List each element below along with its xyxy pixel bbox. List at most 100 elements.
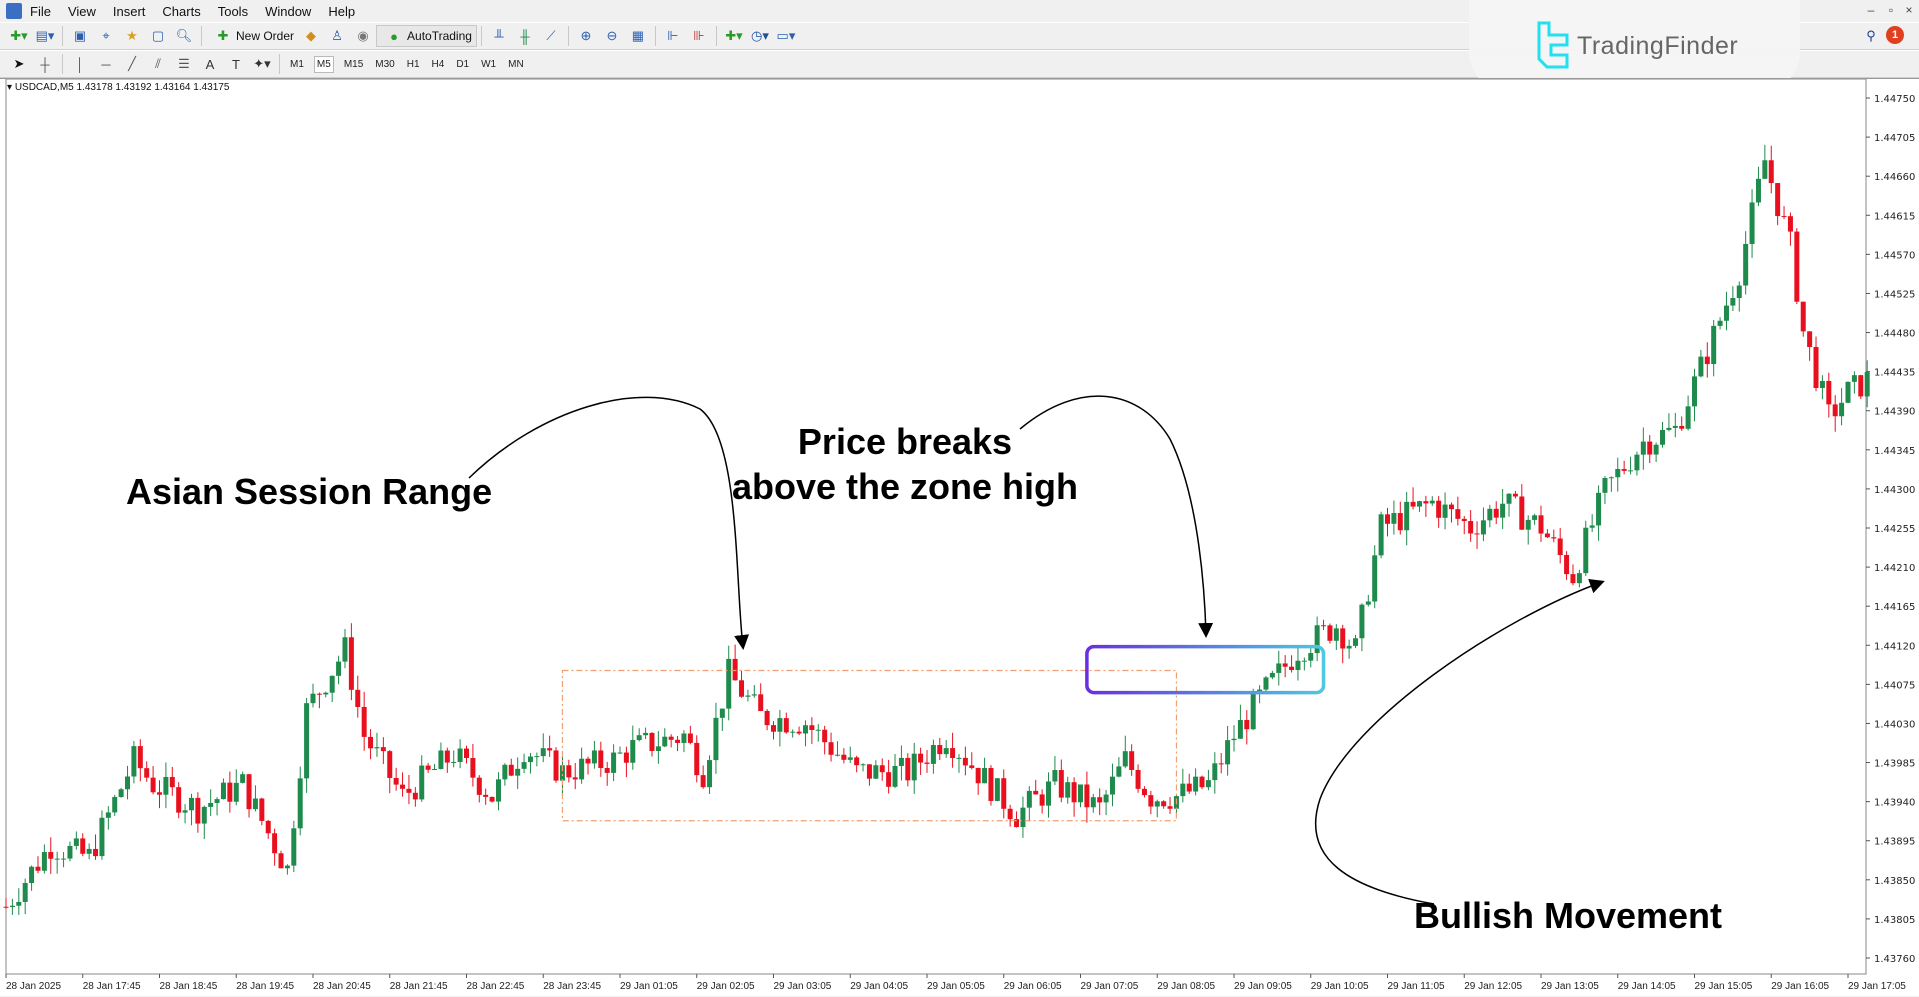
x-tick-label: 29 Jan 05:05	[927, 981, 985, 992]
trendline-icon[interactable]: ╱	[128, 56, 136, 71]
radio-icon[interactable]: ◉	[357, 28, 369, 43]
bearish-candle	[969, 765, 975, 768]
bearish-candle	[764, 710, 770, 726]
horizontal-line-icon[interactable]: ─	[101, 56, 111, 72]
timeframe-h4[interactable]: H4	[431, 58, 445, 70]
vertical-line-icon[interactable]: │	[75, 56, 85, 72]
bearish-candle	[988, 767, 994, 801]
minimize-button[interactable]: –	[1867, 3, 1875, 17]
bearish-candle	[137, 746, 143, 769]
bullish-candle	[457, 748, 463, 762]
timeframe-m15[interactable]: M15	[343, 58, 364, 70]
shapes-icon[interactable]: ✦▾	[253, 56, 271, 71]
market-watch-icon[interactable]: ▣	[73, 28, 87, 43]
text-label-icon[interactable]: T	[232, 56, 240, 72]
bearish-candle	[406, 788, 412, 793]
price-chart[interactable]: 1.44750 1.44705 1.44660 1.44615 1.44570 1.445…	[0, 79, 1919, 997]
bullish-candle	[898, 757, 904, 766]
bullish-candle	[86, 848, 92, 854]
close-button[interactable]: ×	[1905, 3, 1913, 17]
menu-bar: File View Insert Charts Tools Window Hel…	[0, 0, 1919, 22]
line-chart-icon[interactable]: ⟋	[546, 28, 556, 43]
annotation-breaks-line1: Price breaks	[797, 421, 1013, 462]
menu-window[interactable]: Window	[265, 3, 312, 19]
profiles-icon[interactable]: ▤▾	[35, 28, 55, 43]
autotrading-button[interactable]: ● AutoTrading	[376, 25, 477, 47]
text-icon[interactable]: A	[205, 56, 215, 72]
signals-icon[interactable]: ♙	[331, 28, 343, 43]
navigator-icon[interactable]: ★	[126, 28, 138, 43]
tradingfinder-logo-icon	[1537, 21, 1569, 69]
bullish-candle	[1480, 520, 1486, 535]
zoom-out-icon[interactable]: ⊖	[606, 28, 618, 43]
timeframe-m1[interactable]: M1	[290, 58, 304, 70]
data-window-icon[interactable]: ⌖	[102, 28, 110, 43]
bar-chart-icon[interactable]: ╨	[494, 28, 504, 44]
bullish-candle	[540, 748, 546, 757]
menu-file[interactable]: File	[30, 3, 51, 19]
terminal-icon[interactable]: ▢	[151, 28, 165, 43]
bearish-candle	[1621, 468, 1627, 471]
bullish-candle	[502, 764, 508, 780]
bullish-candle	[1864, 372, 1870, 397]
indicators-icon[interactable]: ✚▾	[725, 28, 743, 43]
autoscroll-icon[interactable]: ⊩	[667, 28, 679, 43]
bullish-candle	[1615, 468, 1621, 478]
timeframe-m30[interactable]: M30	[375, 58, 395, 70]
zoom-in-icon[interactable]: ⊕	[580, 28, 592, 43]
bearish-candle	[1474, 533, 1480, 535]
candlestick-icon[interactable]: ╫	[520, 28, 530, 44]
bearish-candle	[176, 787, 182, 813]
menu-charts[interactable]: Charts	[162, 3, 201, 19]
bearish-candle	[905, 757, 911, 781]
bearish-candle	[918, 753, 924, 763]
y-tick-label: 1.44120	[1874, 641, 1915, 652]
channel-icon[interactable]: ⫽	[155, 56, 161, 71]
bearish-candle	[604, 767, 610, 773]
timeframe-mn[interactable]: MN	[508, 58, 524, 70]
bearish-candle	[272, 833, 278, 854]
menu-help[interactable]: Help	[328, 3, 356, 19]
new-chart-icon[interactable]: ✚▾	[10, 28, 28, 43]
menu-insert[interactable]: Insert	[112, 3, 146, 19]
restore-button[interactable]: ▫	[1888, 3, 1894, 17]
crosshair-icon[interactable]: ┼	[40, 56, 50, 72]
bearish-candle	[150, 777, 156, 793]
bullish-candle	[329, 675, 335, 693]
notifications-badge[interactable]: 1	[1886, 26, 1904, 44]
cursor-icon[interactable]: ➤	[13, 56, 25, 71]
menu-tools[interactable]: Tools	[217, 3, 249, 19]
bullish-candle	[1193, 776, 1199, 792]
menu-view[interactable]: View	[67, 3, 96, 19]
bullish-candle	[188, 797, 194, 811]
bullish-candle	[1634, 454, 1640, 471]
tile-windows-icon[interactable]: ▦	[631, 28, 645, 43]
search-icon[interactable]: ⚲	[1866, 28, 1876, 43]
metaeditor-icon[interactable]: ◆	[306, 28, 317, 43]
bullish-candle	[125, 776, 131, 790]
bullish-candle	[943, 748, 949, 755]
timeframe-d1[interactable]: D1	[456, 58, 470, 70]
new-order-button[interactable]: ✚ New Order	[206, 25, 298, 47]
y-tick-label: 1.44075	[1874, 680, 1915, 691]
chart-symbol-info: ▾ USDCAD,M5 1.43178 1.43192 1.43164 1.43…	[7, 82, 230, 93]
chart-window[interactable]: 1.44750 1.44705 1.44660 1.44615 1.44570 1.445…	[0, 78, 1919, 996]
bullish-candle	[1589, 525, 1595, 528]
bullish-candle	[1237, 720, 1243, 739]
bullish-candle	[1576, 573, 1582, 584]
bearish-candle	[1512, 493, 1518, 497]
timeframe-m5[interactable]: M5	[313, 55, 334, 73]
bearish-candle	[1321, 625, 1327, 627]
fibonacci-icon[interactable]: ☰	[178, 56, 190, 71]
timeframe-w1[interactable]: W1	[481, 58, 497, 70]
asian-annotation-arrow	[468, 396, 750, 650]
timeframe-h1[interactable]: H1	[406, 58, 420, 70]
strategy-tester-icon[interactable]: 🔍︎	[175, 28, 193, 43]
templates-icon[interactable]: ▭▾	[776, 28, 796, 43]
bearish-candle	[1327, 625, 1333, 641]
bullish-candle	[323, 692, 329, 695]
periods-icon[interactable]: ◷▾	[751, 28, 769, 43]
x-tick-label: 29 Jan 10:05	[1311, 981, 1369, 992]
bearish-candle	[924, 762, 930, 764]
chart-shift-icon[interactable]: ⊪	[693, 28, 705, 43]
